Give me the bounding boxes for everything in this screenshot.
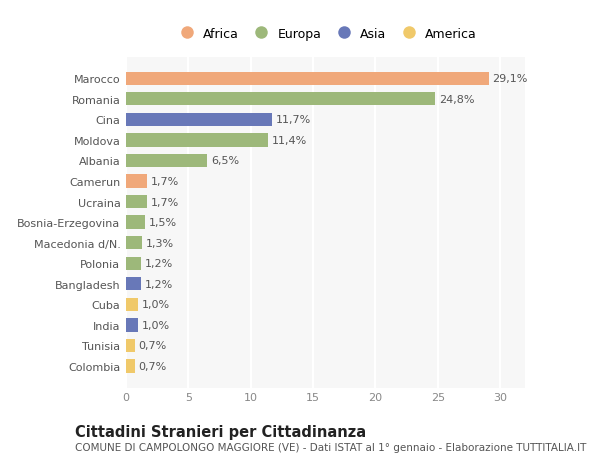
Text: 1,3%: 1,3% [146,238,174,248]
Bar [126,298,139,311]
Text: 29,1%: 29,1% [493,74,528,84]
Text: Cittadini Stranieri per Cittadinanza: Cittadini Stranieri per Cittadinanza [75,425,366,440]
Bar [126,236,142,250]
Bar [126,134,268,147]
Bar [126,113,272,127]
Text: 1,2%: 1,2% [145,279,173,289]
Bar [126,73,489,86]
Bar [126,278,141,291]
Text: 6,5%: 6,5% [211,156,239,166]
Bar [126,319,139,332]
Text: 11,4%: 11,4% [272,135,307,146]
Bar [126,196,147,209]
Text: 1,0%: 1,0% [142,320,170,330]
Text: 11,7%: 11,7% [275,115,311,125]
Bar [126,339,135,353]
Text: 1,7%: 1,7% [151,177,179,187]
Text: 1,5%: 1,5% [148,218,176,228]
Bar [126,359,135,373]
Text: 24,8%: 24,8% [439,95,475,105]
Bar [126,93,435,106]
Bar [126,175,147,188]
Text: 1,2%: 1,2% [145,258,173,269]
Bar [126,257,141,270]
Bar [126,154,207,168]
Text: 1,0%: 1,0% [142,300,170,310]
Text: 0,7%: 0,7% [139,361,167,371]
Bar [126,216,145,230]
Text: 0,7%: 0,7% [139,341,167,351]
Text: COMUNE DI CAMPOLONGO MAGGIORE (VE) - Dati ISTAT al 1° gennaio - Elaborazione TUT: COMUNE DI CAMPOLONGO MAGGIORE (VE) - Dat… [75,442,586,452]
Legend: Africa, Europa, Asia, America: Africa, Europa, Asia, America [170,24,481,45]
Text: 1,7%: 1,7% [151,197,179,207]
